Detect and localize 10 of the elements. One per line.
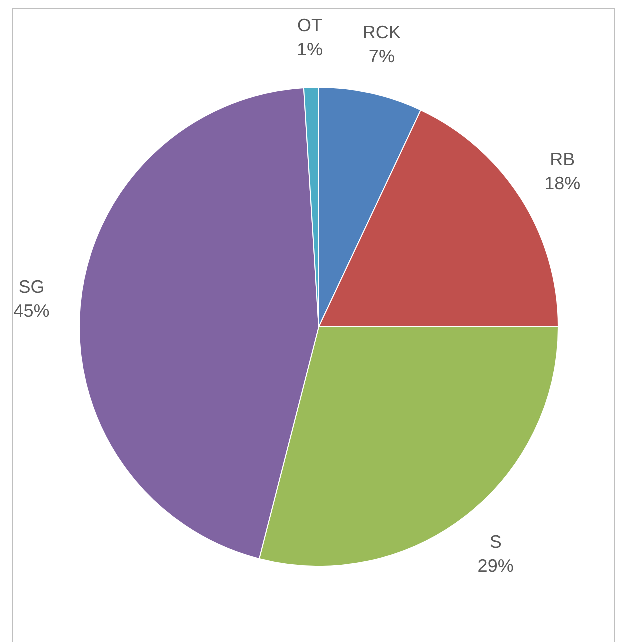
slice-label: OT: [297, 16, 322, 36]
data-label: 7%: [368, 46, 395, 66]
data-label: 29%: [478, 556, 514, 576]
data-label: 1%: [296, 40, 323, 60]
data-label: 18%: [544, 173, 581, 194]
slice-label: RB: [550, 149, 576, 170]
data-label: 45%: [14, 300, 50, 321]
slice-label: RCK: [362, 22, 401, 42]
slice-label: SG: [18, 276, 45, 297]
slice-label: S: [490, 532, 502, 552]
